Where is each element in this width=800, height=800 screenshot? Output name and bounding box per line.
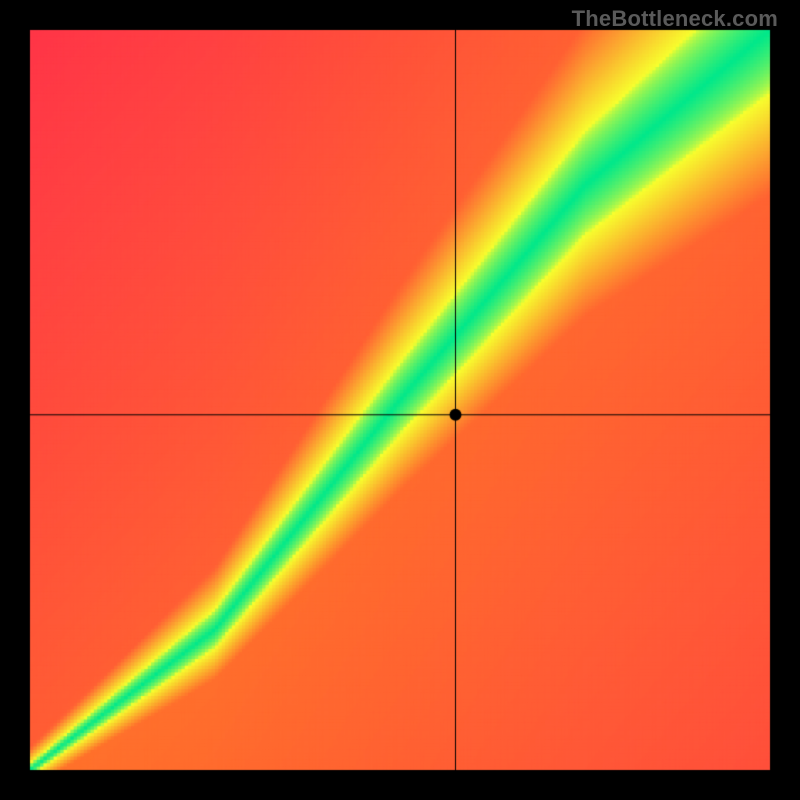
- bottleneck-heatmap-canvas: [0, 0, 800, 800]
- watermark-text: TheBottleneck.com: [572, 6, 778, 32]
- chart-container: TheBottleneck.com: [0, 0, 800, 800]
